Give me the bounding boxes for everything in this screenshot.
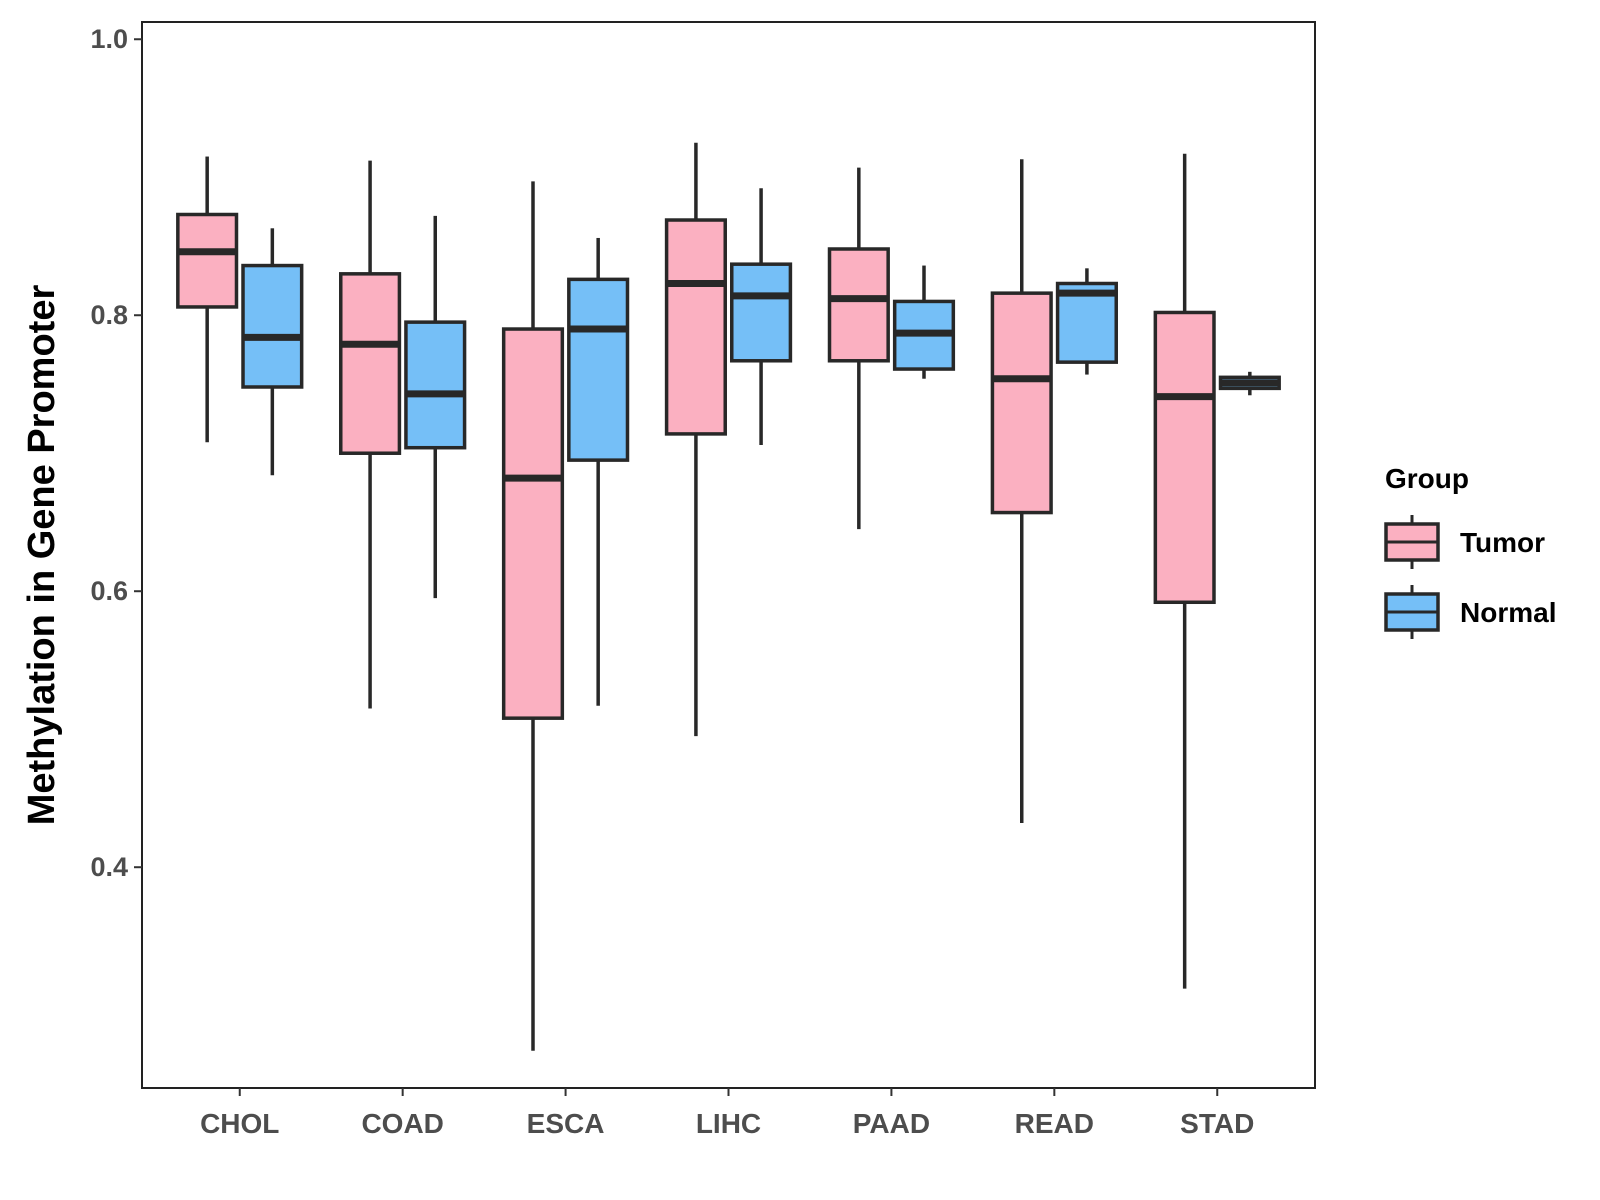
x-tick-label: READ <box>1015 1108 1094 1139</box>
y-tick-label: 0.4 <box>90 852 128 882</box>
box-normal-coad <box>404 215 467 599</box>
y-tick-label: 0.6 <box>90 576 128 606</box>
box-iqr <box>1153 310 1216 605</box>
x-tick-label: CHOL <box>200 1108 279 1139</box>
legend-label-normal: Normal <box>1460 597 1556 628</box>
legend-key-tumor <box>1384 515 1440 569</box>
box-iqr <box>404 320 467 450</box>
x-tick-label: ESCA <box>527 1108 605 1139</box>
box-iqr <box>990 291 1053 515</box>
legend: Group Tumor Normal <box>1384 463 1556 639</box>
box-normal-stad <box>1218 371 1281 396</box>
legend-key-normal <box>1384 585 1440 639</box>
box-iqr <box>664 218 727 436</box>
box-normal-paad <box>892 265 956 379</box>
box-layer <box>176 142 1281 1051</box>
box-iqr <box>339 272 402 455</box>
x-tick-label: COAD <box>361 1108 443 1139</box>
box-tumor-paad <box>827 167 890 530</box>
box-tumor-read <box>990 159 1053 824</box>
legend-label-tumor: Tumor <box>1460 527 1545 558</box>
legend-title: Group <box>1385 463 1469 494</box>
box-iqr <box>176 212 239 309</box>
box-iqr <box>567 277 630 462</box>
box-tumor-stad <box>1153 153 1216 989</box>
box-iqr <box>241 263 304 389</box>
box-normal-read <box>1055 268 1118 375</box>
box-normal-lihc <box>730 188 793 445</box>
box-normal-chol <box>241 228 304 476</box>
y-axis-title: Methylation in Gene Promoter <box>21 285 63 826</box>
box-iqr <box>827 247 890 363</box>
box-normal-esca <box>567 237 630 706</box>
x-tick-label: LIHC <box>696 1108 761 1139</box>
box-iqr <box>730 262 793 363</box>
box-tumor-coad <box>339 160 402 709</box>
x-tick-label: PAAD <box>853 1108 930 1139</box>
axes: 0.4 0.6 0.8 1.0 CHOL COAD ESCA LIHC PAAD READ STAD <box>90 24 1254 1139</box>
y-tick-label: 1.0 <box>90 24 128 54</box>
box-tumor-chol <box>176 156 239 443</box>
y-tick-label: 0.8 <box>90 300 128 330</box>
x-tick-label: STAD <box>1180 1108 1254 1139</box>
box-tumor-lihc <box>664 142 727 737</box>
box-tumor-esca <box>501 181 565 1051</box>
box-iqr <box>501 327 565 720</box>
